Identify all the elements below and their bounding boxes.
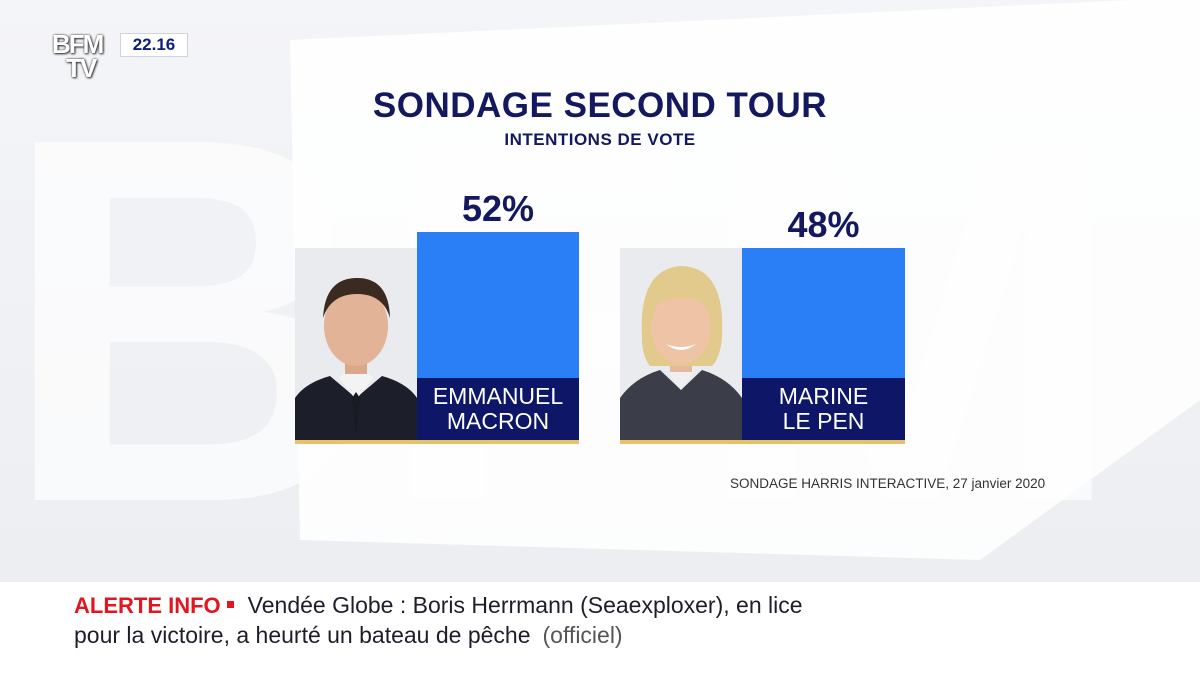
logo-text-top: BFM	[52, 29, 104, 59]
name-line: MARINE	[778, 383, 869, 409]
value-label-macron: 52%	[461, 188, 535, 229]
graphic-stage: BFM BFM TV 22.16 SONDAGE SECOND TOUR INT…	[0, 0, 1200, 582]
baseline-macron	[295, 440, 579, 444]
news-ticker: ALERTE INFO Vendée Globe : Boris Herrmann…	[0, 582, 1200, 675]
bar-le-pen: MARINE LE PEN	[742, 248, 905, 440]
candidate-photo-macron	[295, 248, 417, 440]
logo-text-bottom: TV	[66, 53, 97, 83]
bar-name-macron: EMMANUEL MACRON	[417, 378, 579, 440]
channel-logo: BFM TV	[52, 29, 116, 86]
candidate-photo-le-pen	[620, 248, 742, 440]
bar-macron: EMMANUEL MACRON	[417, 232, 579, 440]
ticker-text-2: pour la victoire, a heurté un bateau de …	[74, 622, 531, 648]
ticker-text-1: Vendée Globe : Boris Herrmann (Seaexplox…	[247, 592, 803, 618]
bar-name-le-pen: MARINE LE PEN	[742, 378, 905, 440]
ticker-note: (officiel)	[542, 622, 623, 648]
ticker-line-2: pour la victoire, a heurté un bateau de …	[74, 622, 623, 649]
alert-square-icon	[226, 601, 234, 609]
name-line: EMMANUEL	[432, 383, 564, 409]
name-line: LE PEN	[782, 408, 865, 434]
value-label-le-pen: 48%	[787, 204, 860, 245]
chart-subtitle: INTENTIONS DE VOTE	[504, 130, 696, 149]
baseline-le-pen	[620, 440, 905, 444]
alert-label: ALERTE INFO	[74, 593, 221, 618]
ticker-line-1: ALERTE INFO Vendée Globe : Boris Herrmann…	[74, 592, 803, 619]
name-line: MACRON	[446, 408, 550, 434]
clock-time: 22.16	[120, 33, 188, 57]
chart-title: SONDAGE SECOND TOUR	[372, 86, 828, 125]
chart-source: SONDAGE HARRIS INTERACTIVE, 27 janvier 2…	[730, 476, 1046, 491]
